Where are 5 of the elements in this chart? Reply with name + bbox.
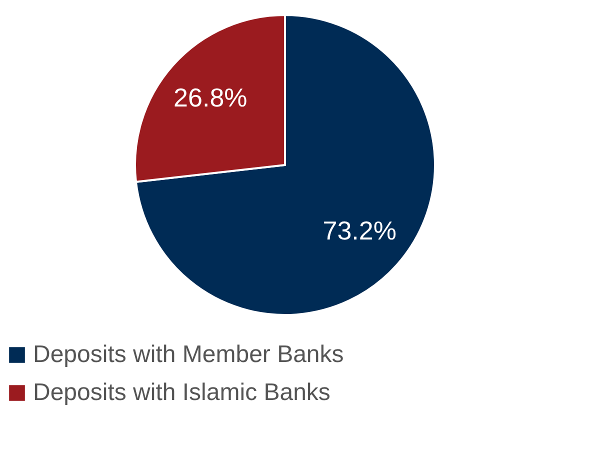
data-label: 73.2% — [322, 216, 396, 246]
pie-slice — [134, 14, 436, 316]
legend-label: Deposits with Islamic Banks — [33, 379, 330, 406]
data-label: 26.8% — [174, 82, 248, 112]
legend-label: Deposits with Member Banks — [33, 341, 344, 368]
